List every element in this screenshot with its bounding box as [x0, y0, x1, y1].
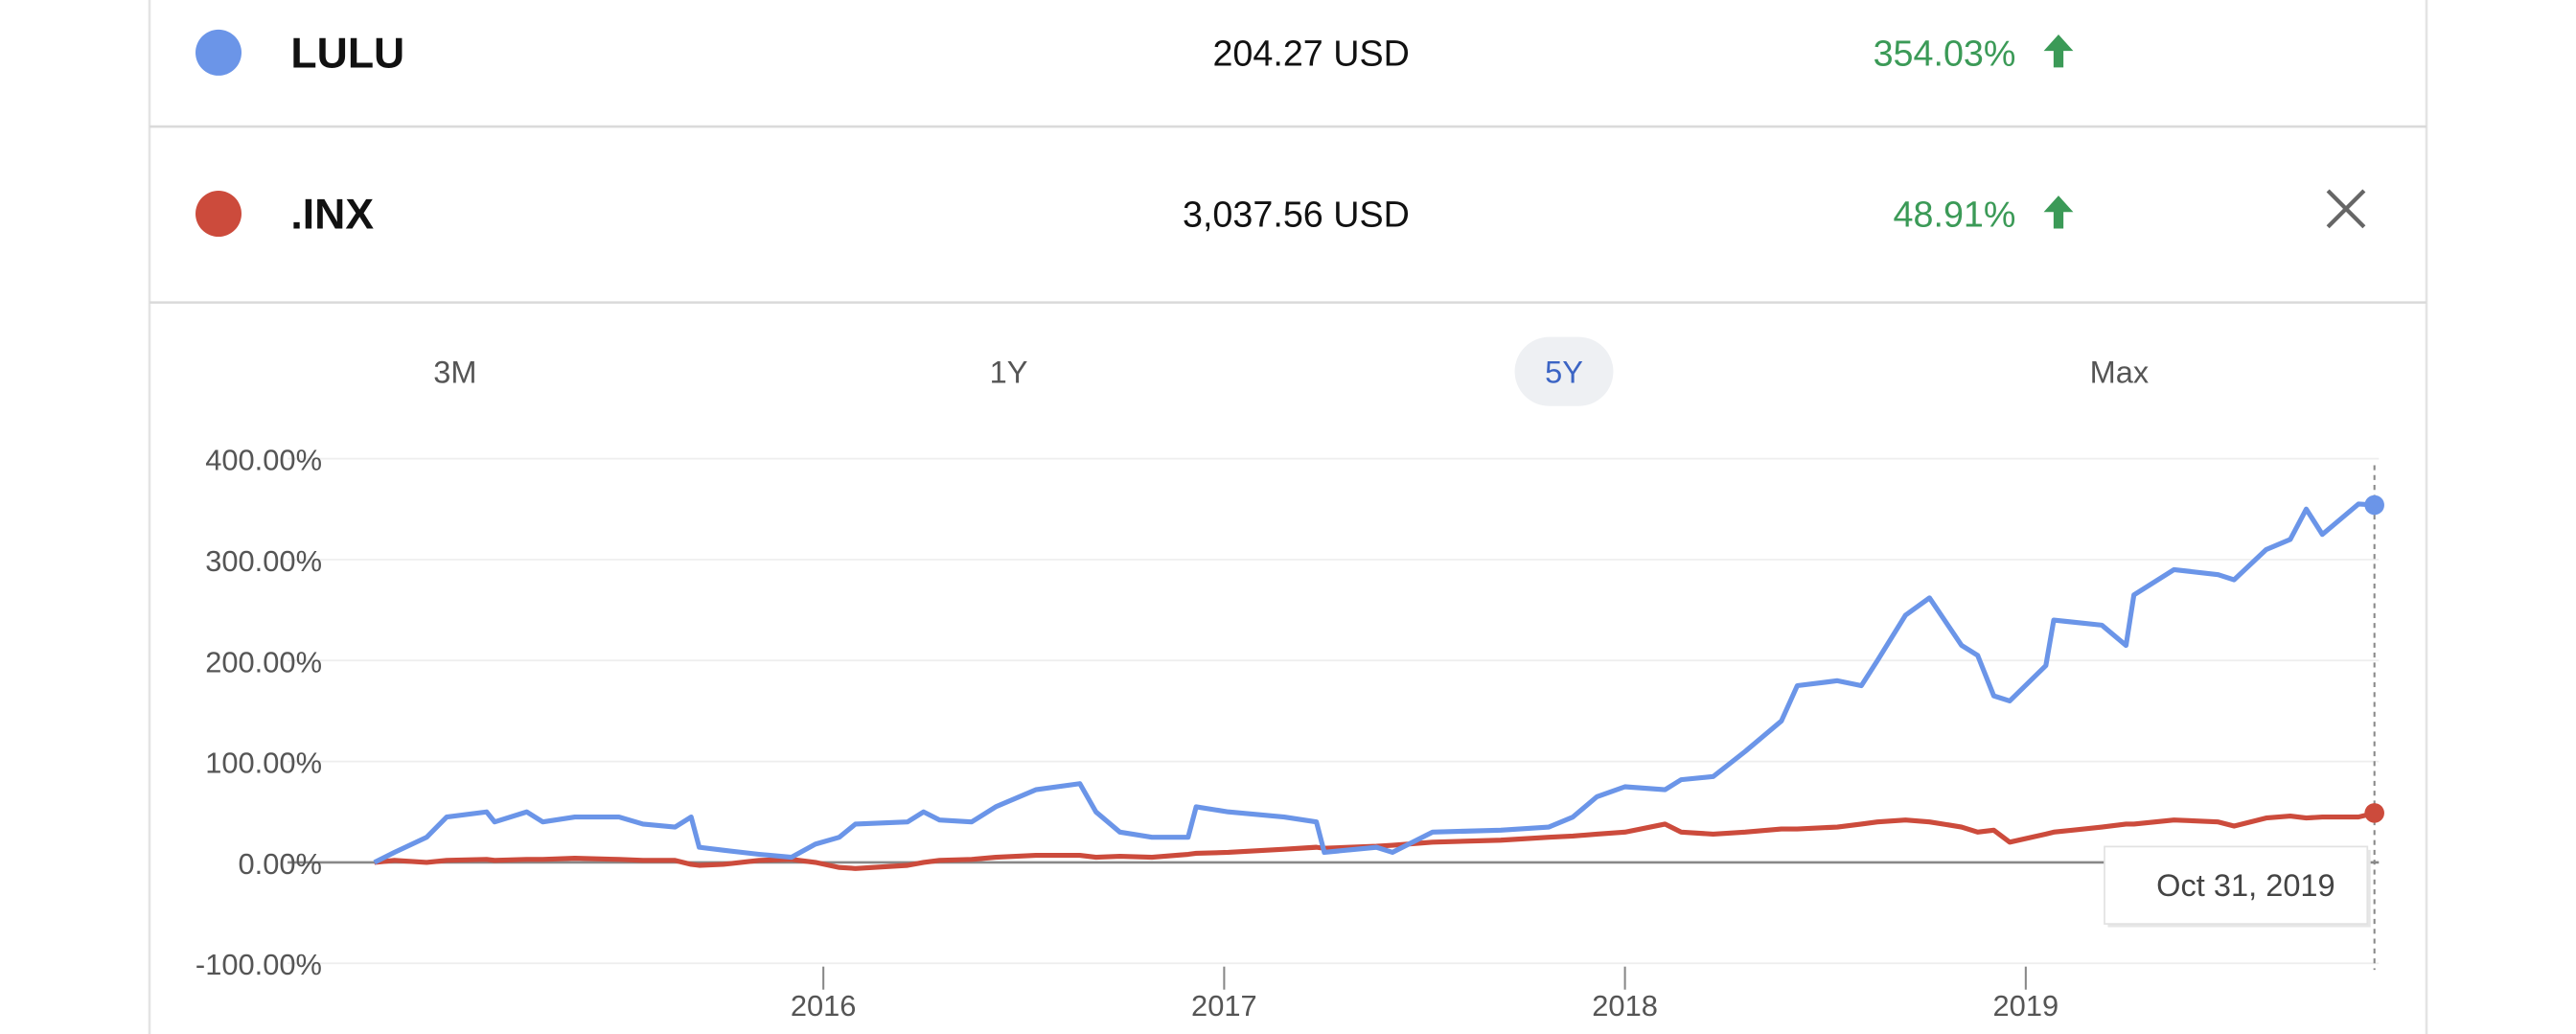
end-point — [2364, 494, 2384, 516]
y-tick-label: 0.00% — [239, 847, 322, 881]
y-tick-label: 100.00% — [205, 747, 322, 780]
range-selected-bg — [1514, 336, 1614, 406]
range-button[interactable]: 5Y — [1545, 356, 1583, 390]
x-tick-label: 2019 — [1993, 989, 2059, 1023]
y-tick-label: 200.00% — [205, 645, 322, 678]
end-point — [2364, 803, 2384, 823]
series-line — [373, 501, 2375, 865]
card — [148, 0, 2428, 1034]
range-button[interactable]: 3M — [433, 356, 476, 390]
symbol[interactable]: .INX — [290, 191, 374, 238]
series-dot — [196, 190, 242, 238]
price: 3,037.56 USD — [1183, 195, 1410, 235]
rows: LULU 204.27 USD 354.03% .INX 3,037.56 USD 48.… — [196, 29, 2074, 238]
y-tick-label: -100.00% — [196, 948, 322, 981]
close-button[interactable] — [2326, 189, 2366, 229]
x-tick-label: 2018 — [1592, 989, 1658, 1023]
change: 354.03% — [1874, 34, 2016, 74]
range-button[interactable]: Max — [2090, 356, 2150, 390]
tooltip — [2104, 845, 2369, 925]
x-tick-label: 2017 — [1191, 989, 1257, 1023]
y-tick-label: 400.00% — [205, 444, 322, 477]
tooltip-text: Oct 31, 2019 — [2156, 868, 2334, 903]
y-tick-label: 300.00% — [205, 544, 322, 578]
change: 48.91% — [1894, 195, 2016, 235]
price: 204.27 USD — [1212, 34, 1409, 74]
range-button[interactable]: 1Y — [990, 356, 1028, 390]
chart: -100.00% 0.00% 100.00% 200.00% 300.00% 400.00… — [196, 444, 2384, 1023]
symbol[interactable]: LULU — [290, 30, 404, 77]
x-tick-label: 2016 — [791, 989, 857, 1023]
range-buttons: 3M 1Y 5Y Max — [433, 336, 2150, 406]
series-dot — [196, 29, 242, 76]
